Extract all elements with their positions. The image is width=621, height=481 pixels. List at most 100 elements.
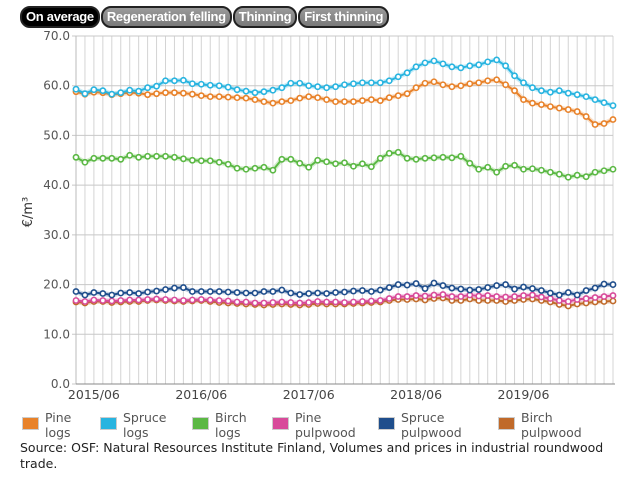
data-point <box>484 163 492 171</box>
legend-item-spruce-pulpwood[interactable]: Spruce pulpwood <box>378 410 462 440</box>
data-point <box>520 283 527 291</box>
legend-swatch <box>272 417 289 430</box>
data-point <box>117 297 125 304</box>
tab-first-thinning[interactable]: First thinning <box>298 6 390 28</box>
data-point <box>215 158 223 166</box>
data-point <box>287 79 295 87</box>
legend-item-birch-logs[interactable]: Birch logs <box>192 410 247 440</box>
data-point <box>555 170 563 178</box>
x-tick-label: 2016/06 <box>175 387 227 402</box>
data-point <box>421 59 429 67</box>
data-point <box>511 161 518 169</box>
data-point <box>609 297 617 305</box>
data-point <box>475 165 483 173</box>
data-point <box>108 154 116 162</box>
data-point <box>350 298 357 306</box>
tab-regeneration-felling[interactable]: Regeneration felling <box>100 6 232 28</box>
data-point <box>99 87 107 95</box>
data-point <box>224 288 232 296</box>
data-point <box>314 156 322 164</box>
legend-item-pine-logs[interactable]: Pine logs <box>22 410 71 440</box>
data-point <box>502 281 509 288</box>
data-point <box>385 295 393 302</box>
data-point <box>502 81 509 89</box>
data-point <box>511 293 518 300</box>
data-point <box>323 96 330 104</box>
y-tick-label: 70.0 <box>43 29 70 43</box>
data-point <box>135 87 143 95</box>
data-point <box>224 160 232 168</box>
legend-swatch <box>498 417 515 430</box>
data-point <box>188 80 196 88</box>
data-point <box>591 284 599 292</box>
data-point <box>341 98 348 106</box>
data-point <box>314 298 322 305</box>
data-point <box>600 167 608 175</box>
tab-on-average[interactable]: On average <box>20 6 100 28</box>
data-point <box>555 104 563 112</box>
tab-thinning[interactable]: Thinning <box>232 6 298 28</box>
data-point <box>582 173 590 181</box>
data-point <box>484 77 492 85</box>
data-point <box>251 96 259 104</box>
data-point <box>546 289 554 297</box>
data-point <box>350 80 357 88</box>
data-point <box>376 79 384 87</box>
data-point <box>555 291 563 299</box>
data-point <box>609 116 617 123</box>
data-point <box>314 94 322 102</box>
data-point <box>457 82 465 90</box>
data-point <box>358 79 366 87</box>
data-point <box>242 94 250 102</box>
data-point <box>153 82 160 90</box>
data-point <box>350 287 357 295</box>
data-point <box>162 152 169 160</box>
data-point <box>466 159 474 167</box>
data-point <box>609 281 617 288</box>
data-point <box>412 84 420 92</box>
data-point <box>430 291 438 299</box>
data-point <box>90 289 98 296</box>
data-point <box>260 299 268 307</box>
data-point <box>305 82 313 90</box>
data-point <box>287 155 295 163</box>
data-point <box>421 154 429 162</box>
data-point <box>197 80 205 88</box>
series-spruce-logs <box>72 56 617 109</box>
series-pine-logs <box>72 76 617 128</box>
legend-label-line: Pine <box>45 410 72 425</box>
data-point <box>269 299 277 306</box>
data-point <box>269 99 277 107</box>
legend-label: Birch pulpwood <box>521 410 582 440</box>
data-point <box>215 82 223 90</box>
data-point <box>403 293 411 300</box>
data-point <box>278 286 286 294</box>
data-point <box>439 81 447 89</box>
data-point <box>484 292 492 299</box>
data-point <box>153 295 160 303</box>
data-point <box>296 291 304 298</box>
data-point <box>108 90 116 98</box>
series-spruce-pulpwood <box>72 279 617 299</box>
data-point <box>466 80 474 88</box>
data-point <box>475 79 483 87</box>
legend-item-birch-pulpwood[interactable]: Birch pulpwood <box>498 410 582 440</box>
data-point <box>90 154 98 162</box>
data-point <box>126 296 134 304</box>
data-point <box>188 156 196 164</box>
data-point <box>215 93 223 101</box>
data-point <box>466 62 474 70</box>
data-point <box>144 84 151 92</box>
data-point <box>529 84 536 92</box>
data-point <box>90 296 98 304</box>
legend-item-pine-pulpwood[interactable]: Pine pulpwood <box>272 410 356 440</box>
data-point <box>171 77 178 85</box>
data-point <box>448 154 456 162</box>
data-point <box>260 163 268 171</box>
data-point <box>538 287 545 294</box>
data-point <box>538 101 545 109</box>
legend-item-spruce-logs[interactable]: Spruce logs <box>100 410 167 440</box>
data-point <box>609 102 617 109</box>
data-point <box>475 286 483 293</box>
data-point <box>251 89 259 97</box>
